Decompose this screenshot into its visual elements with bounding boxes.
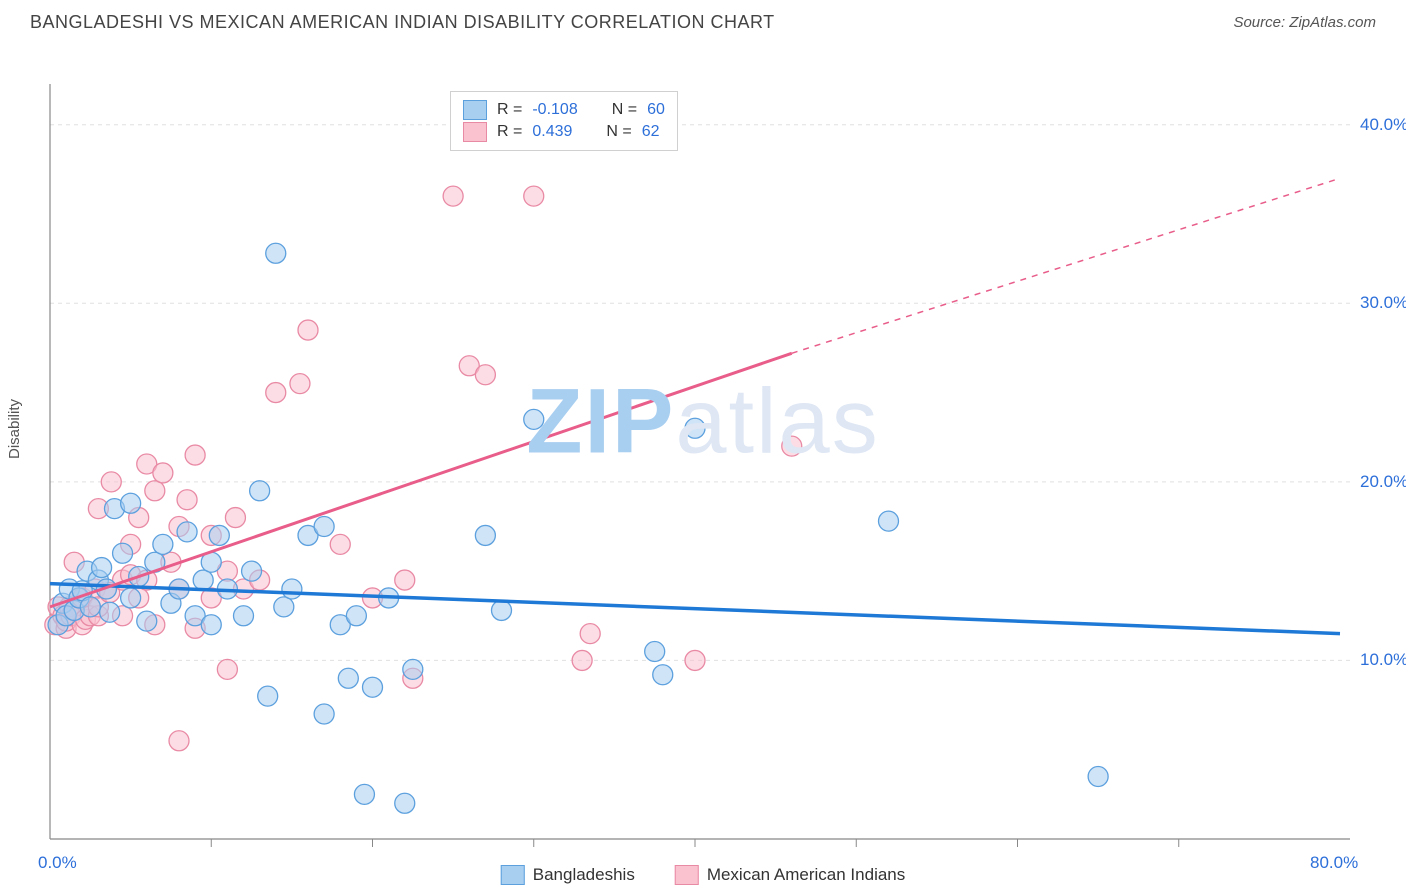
source-attribution: Source: ZipAtlas.com [1233, 14, 1376, 31]
legend-item-mexican-american-indians: Mexican American Indians [675, 865, 905, 885]
correlation-legend: R = -0.108 N = 60 R = 0.439 N = 62 [450, 91, 678, 151]
legend-item-bangladeshis: Bangladeshis [501, 865, 635, 885]
n-label: N = [612, 101, 637, 119]
chart-title: BANGLADESHI VS MEXICAN AMERICAN INDIAN D… [30, 12, 775, 33]
series-legend: Bangladeshis Mexican American Indians [501, 865, 906, 885]
swatch-blue-icon [463, 100, 487, 120]
scatter-plot-svg [0, 39, 1406, 879]
n-value: 60 [647, 101, 665, 119]
n-label: N = [606, 123, 631, 141]
swatch-pink-icon [463, 122, 487, 142]
y-tick-label: 40.0% [1360, 115, 1406, 135]
legend-label: Mexican American Indians [707, 865, 905, 885]
legend-row-pink: R = 0.439 N = 62 [463, 122, 665, 142]
chart-area: Disability ZIPatlas R = -0.108 N = 60 R … [0, 39, 1406, 889]
y-axis-label: Disability [6, 399, 23, 459]
y-tick-label: 10.0% [1360, 650, 1406, 670]
legend-label: Bangladeshis [533, 865, 635, 885]
legend-row-blue: R = -0.108 N = 60 [463, 100, 665, 120]
swatch-blue-icon [501, 865, 525, 885]
swatch-pink-icon [675, 865, 699, 885]
r-label: R = [497, 123, 522, 141]
r-label: R = [497, 101, 522, 119]
y-tick-label: 20.0% [1360, 472, 1406, 492]
r-value: 0.439 [532, 123, 572, 141]
x-tick-label: 0.0% [38, 853, 77, 873]
x-tick-label: 80.0% [1310, 853, 1358, 873]
y-tick-label: 30.0% [1360, 293, 1406, 313]
r-value: -0.108 [532, 101, 577, 119]
n-value: 62 [642, 123, 660, 141]
